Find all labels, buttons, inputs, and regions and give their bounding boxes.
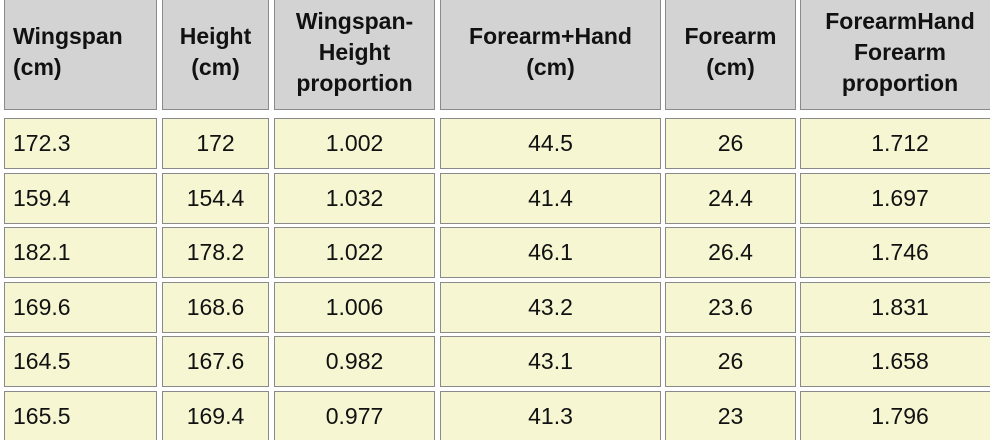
- header-text: proportion: [841, 69, 959, 96]
- header-text: (cm): [706, 54, 755, 80]
- table-cell: 1.796: [800, 391, 990, 440]
- table-cell: 1.002: [274, 118, 435, 169]
- table-cell: 43.1: [440, 336, 661, 388]
- header-text: Forearm: [853, 38, 947, 65]
- table-cell: 165.5: [4, 391, 157, 440]
- table-cell: 1.697: [800, 172, 990, 224]
- table-cell: 1.712: [800, 118, 990, 169]
- header-text: Height: [318, 38, 391, 65]
- table-cell: 26: [665, 336, 796, 388]
- table-cell: 23.6: [665, 281, 796, 333]
- table-cell: 172: [162, 118, 269, 169]
- table-cell: 41.3: [440, 391, 661, 440]
- header-text: Wingspan: [13, 23, 123, 49]
- table-cell: 154.4: [162, 172, 269, 224]
- table-cell: 1.006: [274, 281, 435, 333]
- header-text: Forearm+Hand: [469, 23, 632, 49]
- header-cell: Wingspan (cm): [4, 0, 157, 110]
- header-text: ForearmHand: [825, 7, 975, 34]
- table-cell: 167.6: [162, 336, 269, 388]
- header-cell: Forearm (cm): [665, 0, 796, 110]
- header-cell: Forearm+Hand (cm): [440, 0, 661, 110]
- table-cell: 1.831: [800, 281, 990, 333]
- header-text: (cm): [191, 54, 240, 80]
- table-cell: 43.2: [440, 281, 661, 333]
- table-cell: 24.4: [665, 172, 796, 224]
- table-cell: 172.3: [4, 118, 157, 169]
- header-text: (cm): [526, 54, 575, 80]
- header-text: (cm): [13, 54, 62, 80]
- table-cell: 1.658: [800, 336, 990, 388]
- table-cell: 1.022: [274, 227, 435, 279]
- table-cell: 178.2: [162, 227, 269, 279]
- table-cell: 164.5: [4, 336, 157, 388]
- table-cell: 26: [665, 118, 796, 169]
- header-cell: Wingspan- Height proportion: [274, 0, 435, 110]
- header-cell: ForearmHand Forearm proportion: [800, 0, 990, 110]
- table-cell: 182.1: [4, 227, 157, 279]
- table-cell: 169.4: [162, 391, 269, 440]
- header-text: Wingspan-: [295, 7, 414, 34]
- header-text: Height: [179, 23, 252, 49]
- table-cell: 26.4: [665, 227, 796, 279]
- header-text: proportion: [296, 69, 413, 96]
- table-cell: 169.6: [4, 281, 157, 333]
- table-cell: 46.1: [440, 227, 661, 279]
- table-cell: 23: [665, 391, 796, 440]
- header-cell: Height (cm): [162, 0, 269, 110]
- table-cell: 44.5: [440, 118, 661, 169]
- table-cell: 168.6: [162, 281, 269, 333]
- table-cell: 0.982: [274, 336, 435, 388]
- table-cell: 0.977: [274, 391, 435, 440]
- table-cell: 41.4: [440, 172, 661, 224]
- table-cell: 1.032: [274, 172, 435, 224]
- table-cell: 1.746: [800, 227, 990, 279]
- header-text: Forearm: [684, 23, 777, 49]
- table-cell: 159.4: [4, 172, 157, 224]
